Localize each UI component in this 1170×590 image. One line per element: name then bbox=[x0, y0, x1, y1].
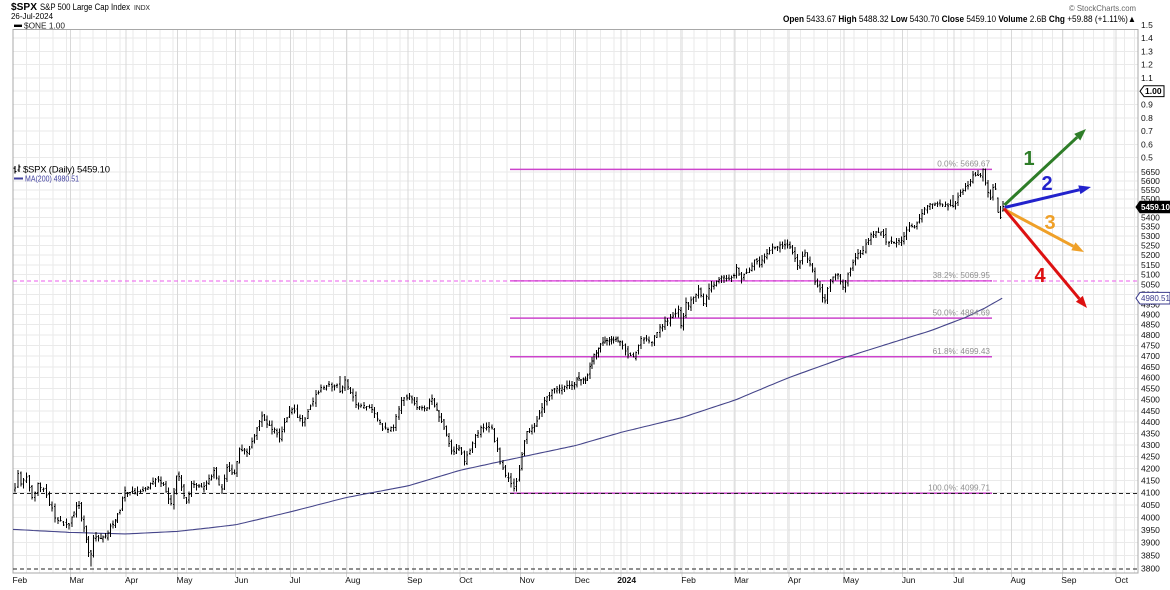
svg-text:5550: 5550 bbox=[1141, 185, 1160, 195]
svg-text:4500: 4500 bbox=[1141, 395, 1160, 405]
svg-text:4450: 4450 bbox=[1141, 406, 1160, 416]
svg-text:Sep: Sep bbox=[407, 575, 422, 585]
svg-text:0.8: 0.8 bbox=[1141, 113, 1153, 123]
svg-text:0.7: 0.7 bbox=[1141, 126, 1153, 136]
svg-text:2024: 2024 bbox=[617, 575, 636, 585]
svg-text:Jul: Jul bbox=[953, 575, 964, 585]
svg-text:May: May bbox=[843, 575, 860, 585]
svg-text:Jul: Jul bbox=[290, 575, 301, 585]
svg-text:Apr: Apr bbox=[788, 575, 801, 585]
svg-text:$ONE 1.00: $ONE 1.00 bbox=[24, 21, 65, 31]
svg-text:26-Jul-2024: 26-Jul-2024 bbox=[11, 11, 53, 21]
svg-text:3850: 3850 bbox=[1141, 551, 1160, 561]
svg-text:Feb: Feb bbox=[13, 575, 28, 585]
svg-text:5350: 5350 bbox=[1141, 222, 1160, 232]
svg-text:5050: 5050 bbox=[1141, 279, 1160, 289]
svg-text:May: May bbox=[177, 575, 194, 585]
svg-text:Jun: Jun bbox=[235, 575, 249, 585]
svg-text:5250: 5250 bbox=[1141, 241, 1160, 251]
svg-text:INDX: INDX bbox=[134, 3, 150, 12]
svg-text:Oct: Oct bbox=[1115, 575, 1129, 585]
svg-text:Open 5433.67 High 5488.32 Low: Open 5433.67 High 5488.32 Low 5430.70 Cl… bbox=[783, 14, 1136, 24]
svg-text:2: 2 bbox=[1041, 173, 1052, 195]
svg-text:MA(200) 4980.51: MA(200) 4980.51 bbox=[25, 174, 79, 184]
svg-text:Aug: Aug bbox=[1011, 575, 1026, 585]
svg-text:0.6: 0.6 bbox=[1141, 139, 1153, 149]
svg-text:5200: 5200 bbox=[1141, 250, 1160, 260]
svg-text:5459.10: 5459.10 bbox=[1141, 203, 1170, 212]
svg-text:S&P 500 Large Cap Index: S&P 500 Large Cap Index bbox=[40, 2, 130, 12]
svg-text:0.0%: 5669.67: 0.0%: 5669.67 bbox=[937, 159, 990, 168]
svg-text:5100: 5100 bbox=[1141, 270, 1160, 280]
svg-text:$SPX: $SPX bbox=[11, 2, 37, 13]
svg-text:© StockCharts.com: © StockCharts.com bbox=[1069, 3, 1136, 13]
svg-text:38.2%: 5069.95: 38.2%: 5069.95 bbox=[933, 271, 991, 280]
svg-text:Mar: Mar bbox=[70, 575, 85, 585]
svg-text:Jun: Jun bbox=[902, 575, 916, 585]
svg-text:1: 1 bbox=[1023, 148, 1034, 170]
svg-text:1.1: 1.1 bbox=[1141, 73, 1153, 83]
svg-text:4050: 4050 bbox=[1141, 500, 1160, 510]
svg-text:$SPX (Daily) 5459.10: $SPX (Daily) 5459.10 bbox=[23, 165, 110, 176]
svg-text:Nov: Nov bbox=[520, 575, 536, 585]
svg-text:3: 3 bbox=[1044, 212, 1055, 234]
svg-text:Dec: Dec bbox=[575, 575, 591, 585]
svg-text:4: 4 bbox=[1034, 265, 1046, 287]
svg-text:5650: 5650 bbox=[1141, 167, 1160, 177]
svg-text:50.0%: 4884.69: 50.0%: 4884.69 bbox=[933, 308, 991, 317]
svg-text:4980.51: 4980.51 bbox=[1141, 294, 1170, 303]
svg-text:4150: 4150 bbox=[1141, 476, 1160, 486]
svg-text:1.3: 1.3 bbox=[1141, 46, 1153, 56]
svg-text:Aug: Aug bbox=[345, 575, 360, 585]
svg-text:4250: 4250 bbox=[1141, 452, 1160, 462]
svg-text:4300: 4300 bbox=[1141, 440, 1160, 450]
svg-text:1.5: 1.5 bbox=[1141, 20, 1153, 30]
svg-text:3800: 3800 bbox=[1141, 564, 1160, 574]
svg-text:Sep: Sep bbox=[1061, 575, 1076, 585]
svg-text:4800: 4800 bbox=[1141, 330, 1160, 340]
svg-text:5500: 5500 bbox=[1141, 194, 1160, 204]
svg-text:4850: 4850 bbox=[1141, 320, 1160, 330]
svg-text:1.4: 1.4 bbox=[1141, 33, 1153, 43]
svg-text:100.0%: 4099.71: 100.0%: 4099.71 bbox=[928, 483, 990, 492]
svg-text:3950: 3950 bbox=[1141, 525, 1160, 535]
svg-text:0.5: 0.5 bbox=[1141, 153, 1153, 163]
svg-text:5150: 5150 bbox=[1141, 260, 1160, 270]
svg-text:Feb: Feb bbox=[681, 575, 696, 585]
svg-text:Apr: Apr bbox=[125, 575, 138, 585]
svg-text:1.00: 1.00 bbox=[1145, 86, 1162, 96]
svg-text:4600: 4600 bbox=[1141, 373, 1160, 383]
svg-text:1.2: 1.2 bbox=[1141, 60, 1153, 70]
svg-text:5400: 5400 bbox=[1141, 212, 1160, 222]
svg-text:61.8%: 4699.43: 61.8%: 4699.43 bbox=[933, 347, 991, 356]
svg-text:4750: 4750 bbox=[1141, 341, 1160, 351]
svg-text:5300: 5300 bbox=[1141, 231, 1160, 241]
svg-text:5600: 5600 bbox=[1141, 176, 1160, 186]
svg-text:4550: 4550 bbox=[1141, 384, 1160, 394]
svg-text:4000: 4000 bbox=[1141, 512, 1160, 522]
svg-text:4700: 4700 bbox=[1141, 351, 1160, 361]
svg-text:4200: 4200 bbox=[1141, 464, 1160, 474]
svg-text:4400: 4400 bbox=[1141, 417, 1160, 427]
svg-text:4350: 4350 bbox=[1141, 429, 1160, 439]
svg-text:Mar: Mar bbox=[734, 575, 749, 585]
svg-text:4100: 4100 bbox=[1141, 488, 1160, 498]
svg-text:0.9: 0.9 bbox=[1141, 100, 1153, 110]
svg-text:3900: 3900 bbox=[1141, 538, 1160, 548]
svg-text:4650: 4650 bbox=[1141, 362, 1160, 372]
svg-text:Oct: Oct bbox=[459, 575, 473, 585]
svg-text:4900: 4900 bbox=[1141, 310, 1160, 320]
